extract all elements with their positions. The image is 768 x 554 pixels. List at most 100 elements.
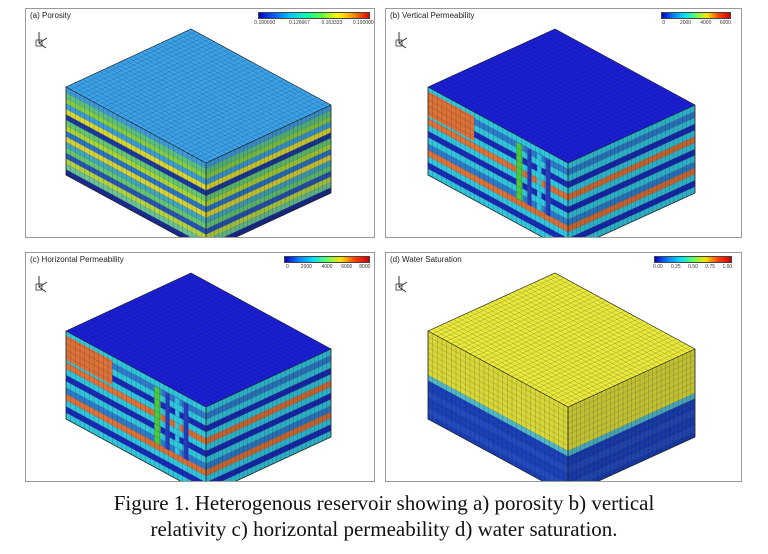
right-face-layer: [568, 142, 695, 207]
high-value-zone: [428, 118, 505, 167]
legend-tick: 0.75: [705, 264, 716, 270]
vertical-channel: [175, 397, 180, 456]
axis-triad-icon: [395, 32, 408, 49]
legend-tick: 6000: [341, 264, 353, 270]
legend-tick: 4000: [321, 264, 333, 270]
right-face-layer: [568, 387, 695, 451]
left-face-layer: [66, 92, 206, 174]
high-value-zone: [66, 362, 143, 411]
right-face-layer: [224, 187, 331, 237]
legend-tick: 0: [286, 264, 289, 270]
panel-horizontal-permeability: (c) Horizontal Permeability 0 2000 4000 …: [25, 252, 375, 482]
axis-triad-icon: [35, 32, 48, 49]
left-face-layer: [66, 103, 206, 185]
axis-triad-icon: [35, 276, 48, 293]
color-legend: 0 2000 4000 6000 8000: [284, 256, 370, 272]
vertical-channel: [516, 141, 523, 202]
right-face-layer: [568, 349, 695, 413]
panel-title: (a) Porosity: [30, 11, 71, 20]
legend-color-bar: [661, 12, 731, 19]
panel-porosity: (a) Porosity 0.100000 0.126667 0.163333 …: [25, 8, 375, 238]
right-face-layer: [212, 182, 331, 237]
right-face-layer: [206, 154, 331, 218]
vertical-channel: [537, 153, 542, 212]
legend-color-bar: [284, 256, 370, 263]
left-face-layer: [66, 381, 206, 464]
left-face-layer: [428, 156, 568, 237]
high-value-zone: [428, 91, 475, 142]
left-face-layer: [428, 402, 568, 481]
left-face-layer: [428, 347, 568, 429]
right-face-layer: [206, 176, 331, 237]
legend-tick: 1.00: [722, 264, 733, 270]
high-value-zone: [428, 149, 505, 198]
vertical-channel: [165, 392, 170, 451]
legend-color-bar: [258, 12, 370, 19]
right-face-layer: [571, 180, 695, 237]
color-legend: 0.00 0.25 0.50 0.75 1.00: [653, 256, 733, 272]
left-face-layer: [66, 406, 204, 481]
legend-tick: 0.190000: [352, 20, 374, 26]
right-face-layer: [206, 110, 331, 174]
left-face-layer: [66, 400, 206, 481]
left-face-layer: [66, 147, 206, 229]
right-face-layer: [568, 415, 695, 479]
legend-tick: 0.00: [653, 264, 663, 270]
legend-ticks: 0.100000 0.126667 0.163333 0.190000: [254, 20, 373, 28]
left-face-layer: [66, 169, 191, 237]
left-face-layer: [66, 142, 206, 224]
block-outline: [427, 87, 696, 237]
right-face-layer: [206, 367, 331, 433]
left-face-layer: [66, 109, 206, 191]
left-face-layer: [66, 114, 206, 196]
right-face-layer: [206, 349, 331, 414]
reservoir-grid-porosity: [65, 28, 332, 237]
left-face-layer: [428, 375, 568, 457]
panel-water-saturation: (d) Water Saturation 0.00 0.25 0.50 0.75…: [385, 252, 742, 482]
left-face-layer: [428, 364, 568, 446]
left-face-layer: [428, 358, 568, 440]
right-face-layer: [206, 355, 331, 420]
right-face-layer: [206, 374, 331, 439]
right-face-layer: [568, 111, 695, 176]
legend-tick: 0.163333: [321, 20, 343, 26]
left-face-layer: [428, 397, 568, 479]
cell-grid: [427, 272, 696, 481]
left-face-layer: [428, 124, 568, 207]
right-face-layer: [206, 393, 331, 458]
legend-tick: 2000: [679, 20, 692, 26]
left-face-layer: [66, 153, 206, 235]
reservoir-grid-horizontal-permeability: [65, 272, 332, 481]
right-face-layer: [206, 418, 331, 481]
right-face-layer: [206, 405, 331, 470]
right-face-layer: [568, 365, 695, 429]
left-face-layer: [428, 331, 568, 413]
right-face-layer: [206, 386, 331, 451]
left-face-layer: [66, 87, 206, 169]
right-face-layer: [568, 174, 695, 237]
right-face-layer: [206, 399, 331, 464]
caption-line: Figure 1. Heterogenous reservoir showing…: [113, 491, 655, 515]
panel-vertical-permeability: (b) Vertical Permeability 0 2000 4000 60…: [385, 8, 742, 238]
right-face-layer: [206, 116, 331, 180]
vertical-channel: [527, 148, 532, 207]
right-face-layer: [206, 160, 331, 224]
block-outline: [427, 331, 696, 481]
legend-tick: 0.126667: [289, 20, 310, 26]
panel-title: (c) Horizontal Permeability: [30, 255, 124, 264]
right-face-layer: [568, 117, 695, 182]
left-face-layer: [428, 143, 568, 226]
right-face-layer: [206, 138, 331, 202]
right-face-layer: [568, 409, 695, 473]
right-face-layer: [568, 420, 695, 481]
right-face-layer: [568, 354, 695, 418]
legend-tick: 2000: [300, 264, 312, 270]
right-face-layer: [206, 149, 331, 213]
right-face-layer: [568, 123, 695, 189]
legend-tick: 0.50: [688, 264, 698, 270]
left-face-layer: [428, 137, 568, 220]
right-face-layer: [568, 105, 695, 170]
vertical-channel: [545, 157, 551, 217]
left-face-layer: [66, 158, 206, 237]
left-face-layer: [66, 368, 206, 451]
